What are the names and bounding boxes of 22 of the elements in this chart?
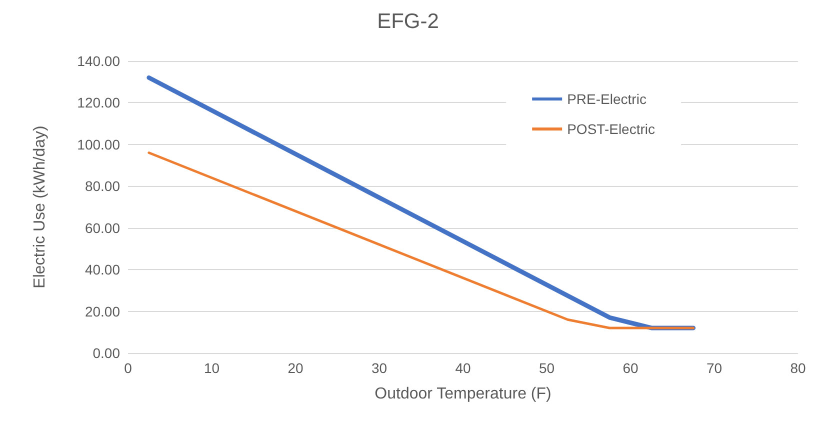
y-tick-label: 140.00 xyxy=(77,53,120,69)
x-tick-label: 0 xyxy=(124,360,132,376)
x-axis-title: Outdoor Temperature (F) xyxy=(374,386,552,402)
legend-label: POST-Electric xyxy=(567,121,656,137)
x-tick-label: 70 xyxy=(706,360,722,376)
x-tick-label: 20 xyxy=(288,360,304,376)
y-axis-title: Electric Use (kWh/day) xyxy=(32,126,48,288)
y-tick-label: 120.00 xyxy=(77,94,120,111)
x-tick-label: 80 xyxy=(790,360,806,376)
legend-label: PRE-Electric xyxy=(567,91,646,107)
y-tick-label: 20.00 xyxy=(84,303,120,320)
y-tick-label: 60.00 xyxy=(84,220,120,236)
y-tick-label: 100.00 xyxy=(77,136,120,152)
x-tick-label: 10 xyxy=(204,360,220,376)
x-tick-label: 60 xyxy=(622,360,638,376)
x-tick-label: 40 xyxy=(455,360,471,376)
y-tick-label: 80.00 xyxy=(84,178,120,194)
x-tick-label: 50 xyxy=(538,360,555,376)
chart-title: EFG-2 xyxy=(377,10,439,33)
x-tick-label: 30 xyxy=(371,360,388,376)
y-tick-label: 0.00 xyxy=(92,345,120,361)
y-tick-label: 40.00 xyxy=(84,262,120,278)
